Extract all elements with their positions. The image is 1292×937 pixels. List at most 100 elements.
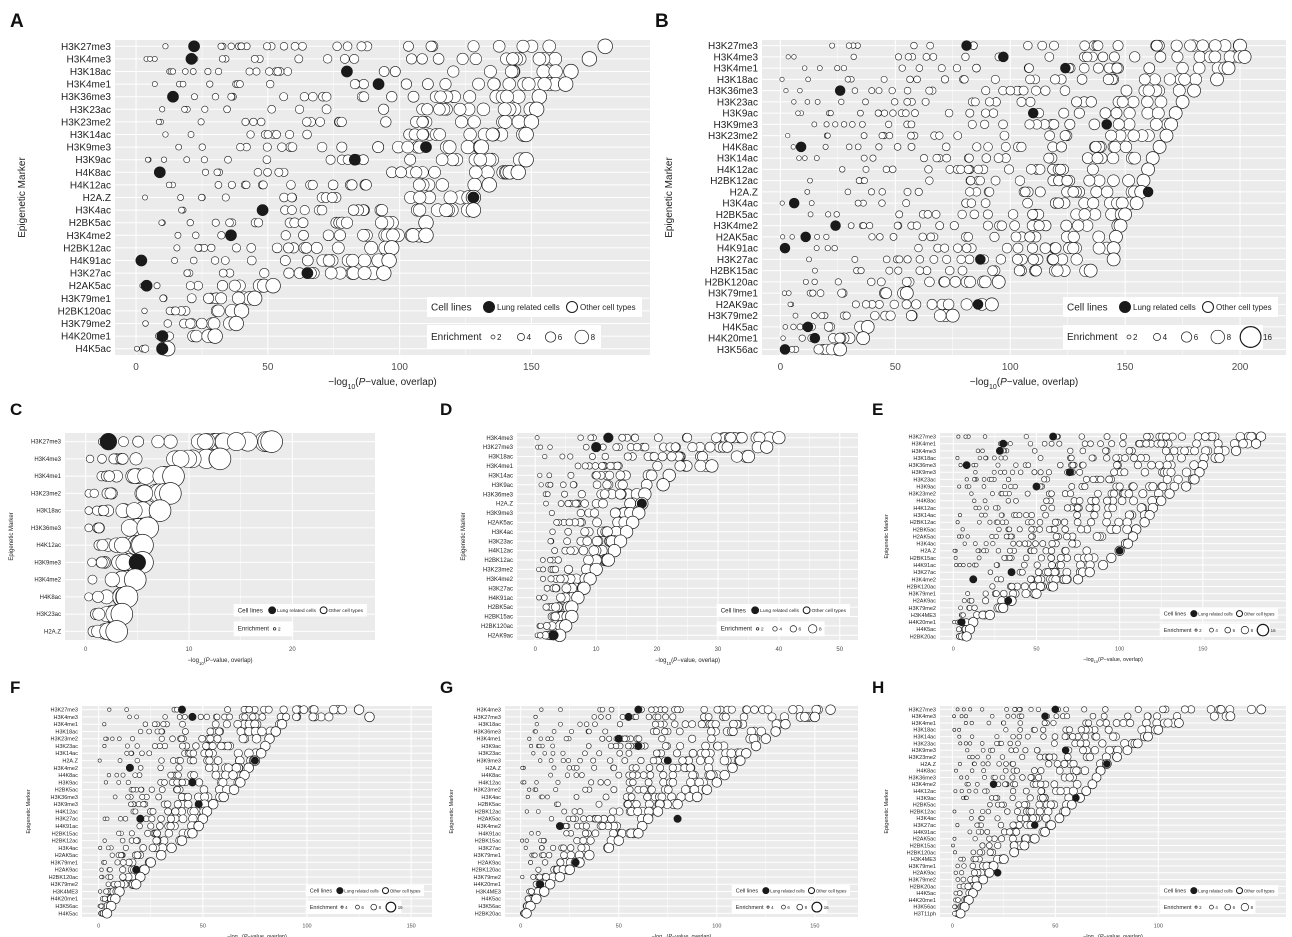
point-other <box>1177 432 1187 441</box>
point-other <box>1250 438 1262 449</box>
point-other <box>1176 62 1189 75</box>
point-other <box>137 728 144 735</box>
y-tick-label: H2A.Z <box>920 762 936 768</box>
point-other <box>536 594 542 601</box>
point-other <box>1140 468 1150 477</box>
legend-box <box>731 885 850 897</box>
point-other <box>1106 252 1121 267</box>
point-other <box>834 332 846 344</box>
point-other <box>203 292 215 304</box>
point-other <box>502 77 516 91</box>
point-other <box>1023 433 1029 440</box>
point-other <box>965 108 975 118</box>
point-other <box>283 267 295 279</box>
point-other <box>957 734 962 739</box>
panel-letter: A <box>10 11 24 32</box>
point-other <box>811 278 818 285</box>
y-tick-label: H3K56ac <box>478 904 501 910</box>
point-other <box>978 822 984 828</box>
point-other <box>546 472 553 479</box>
point-other <box>687 442 698 453</box>
point-other <box>577 581 591 595</box>
point-other <box>809 289 817 297</box>
point-other <box>804 99 811 105</box>
point-other <box>1184 39 1197 52</box>
point-other <box>582 829 590 837</box>
point-other <box>582 536 592 546</box>
point-other <box>623 452 632 461</box>
legend-title: Enrichment <box>1067 332 1118 343</box>
point-other <box>1000 589 1008 598</box>
point-other <box>283 242 294 254</box>
point-other <box>1013 767 1020 774</box>
point-other <box>332 41 342 51</box>
point-other <box>262 155 272 164</box>
x-tick-label: 0 <box>951 924 954 930</box>
point-other <box>213 734 222 743</box>
point-other <box>955 520 960 525</box>
point-other <box>1108 51 1120 63</box>
point-other <box>1044 568 1052 577</box>
point-other <box>567 453 574 460</box>
point-other <box>158 728 165 735</box>
x-tick-label: 0 <box>84 647 88 653</box>
point-other <box>656 478 670 492</box>
point-other <box>1112 454 1120 462</box>
point-other <box>225 218 234 227</box>
point-other <box>1129 482 1138 491</box>
point-other <box>1067 186 1080 198</box>
point-other <box>1010 760 1016 767</box>
point-other <box>1014 175 1026 186</box>
point-other <box>1028 526 1035 533</box>
point-other <box>263 42 272 51</box>
point-other <box>252 67 261 76</box>
point-other <box>953 555 958 560</box>
point-other <box>984 609 995 621</box>
point-other <box>602 793 610 801</box>
point-other <box>974 822 980 828</box>
point-other <box>980 707 985 712</box>
y-tick-label: H4K5ac <box>916 627 936 633</box>
point-other <box>215 292 228 305</box>
point-other <box>1076 468 1084 476</box>
enrichment-label: 4 <box>771 905 774 910</box>
legend-other-label: Other cell types <box>580 303 636 312</box>
point-other <box>1097 51 1109 63</box>
legend-title: Enrichment <box>1164 905 1192 911</box>
point-other <box>198 735 206 743</box>
point-other <box>983 220 993 231</box>
point-other <box>253 218 264 228</box>
point-other <box>148 843 157 853</box>
point-other <box>632 713 640 720</box>
y-axis-label: Epigenetic Marker <box>884 789 890 833</box>
point-other <box>576 508 585 518</box>
point-lung <box>188 712 197 721</box>
point-other <box>540 794 545 800</box>
point-other <box>1005 85 1016 96</box>
point-other <box>97 889 103 894</box>
y-tick-label: H3K9ac <box>75 155 111 166</box>
point-other <box>1072 766 1081 775</box>
enrichment-swatch <box>340 905 344 909</box>
point-other <box>527 787 532 792</box>
y-tick-label: H3K4ac <box>722 199 758 210</box>
point-other <box>257 117 266 127</box>
y-tick-label: H4K91ac <box>488 596 513 602</box>
y-tick-label: H3K27ac <box>913 570 936 576</box>
point-other <box>119 873 127 881</box>
point-other <box>985 808 992 815</box>
point-other <box>963 232 974 242</box>
point-other <box>982 788 988 794</box>
y-tick-label: H2BK5ac <box>913 527 936 533</box>
point-other <box>975 175 985 186</box>
point-other <box>1001 484 1007 490</box>
point-other <box>1036 526 1043 533</box>
point-other <box>1101 185 1114 198</box>
point-other <box>542 751 547 756</box>
point-other <box>663 785 673 794</box>
point-other <box>607 742 615 750</box>
point-other <box>205 763 214 772</box>
point-lung <box>178 705 186 714</box>
point-other <box>105 620 128 643</box>
point-other <box>163 800 172 808</box>
